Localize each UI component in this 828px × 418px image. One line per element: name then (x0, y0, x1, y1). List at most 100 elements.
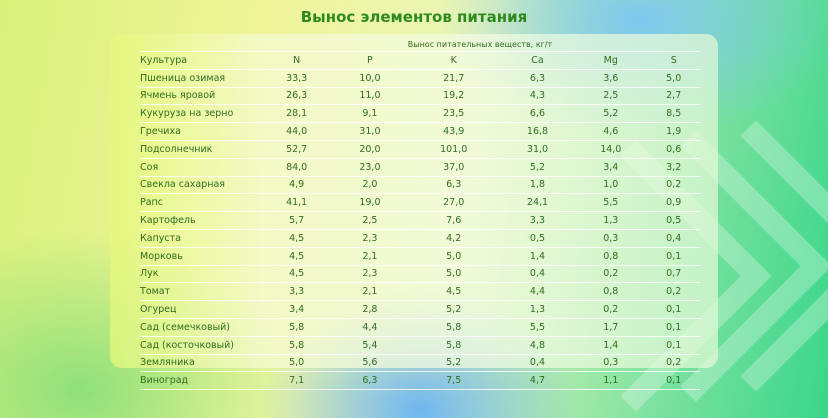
nutrient-value: 4,8 (500, 336, 575, 355)
nutrient-value: 6,3 (500, 69, 575, 88)
nutrient-value: 27,0 (406, 193, 501, 213)
table-row: Огурец 3,4 2,8 5,2 1,3 0,2 0,1 (140, 300, 700, 319)
nutrient-value: 5,2 (574, 104, 648, 124)
table-row: Пшеница озимая 33,3 10,0 21,7 6,3 3,6 5,0 (140, 69, 700, 88)
crop-name: Земляника (140, 354, 260, 373)
nutrient-value: 0,5 (647, 211, 700, 230)
nutrient-value: 6,3 (406, 176, 501, 195)
nutrient-value: 5,2 (406, 354, 501, 373)
nutrient-value: 0,1 (647, 336, 700, 355)
nutrient-value: 0,8 (574, 247, 648, 266)
nutrient-value: 2,1 (333, 282, 407, 302)
nutrient-value: 3,4 (260, 300, 334, 319)
nutrient-value: 7,6 (406, 211, 501, 230)
table-row: Виноград 7,1 6,3 7,5 4,7 1,1 0,1 (140, 371, 700, 391)
nutrient-value: 5,5 (500, 318, 575, 337)
nutrient-value: 4,5 (406, 282, 501, 302)
group-header: Вынос питательных веществ, кг/т (260, 37, 700, 52)
column-header: Ca (500, 51, 575, 70)
nutrient-value: 5,4 (333, 336, 407, 355)
nutrient-value: 24,1 (500, 193, 575, 213)
table-row: Свекла сахарная 4,9 2,0 6,3 1,8 1,0 0,2 (140, 176, 700, 195)
nutrient-value: 20,0 (333, 140, 407, 159)
nutrient-value: 0,3 (574, 229, 648, 248)
nutrient-value: 1,1 (574, 371, 648, 391)
table-row: Капуста 4,5 2,3 4,2 0,5 0,3 0,4 (140, 229, 700, 248)
crop-name: Виноград (140, 371, 260, 391)
nutrient-value: 5,8 (260, 336, 334, 355)
nutrient-value: 0,1 (647, 247, 700, 266)
nutrient-value: 2,1 (333, 247, 407, 266)
nutrient-value: 41,1 (260, 193, 334, 213)
table-panel: Вынос питательных веществ, кг/т Культура… (110, 34, 718, 391)
nutrient-value: 3,3 (500, 211, 575, 230)
nutrient-value: 0,1 (647, 371, 700, 391)
nutrient-value: 9,1 (333, 104, 407, 124)
nutrient-value: 0,2 (574, 300, 648, 319)
nutrient-value: 3,6 (574, 69, 648, 88)
crop-name: Соя (140, 158, 260, 177)
nutrient-value: 4,4 (500, 282, 575, 302)
column-header: N (260, 51, 334, 70)
table-row: Сад (семечковый) 5,8 4,4 5,8 5,5 1,7 0,1 (140, 318, 700, 337)
nutrient-value: 4,2 (406, 229, 501, 248)
page-title: Вынос элементов питания (300, 8, 528, 26)
nutrient-value: 43,9 (406, 122, 501, 141)
crop-name: Капуста (140, 229, 260, 248)
crop-name: Лук (140, 265, 260, 284)
nutrient-value: 4,7 (500, 371, 575, 391)
nutrient-value: 0,2 (574, 265, 648, 284)
table-row: Подсолнечник 52,7 20,0 101,0 31,0 14,0 0,6 (140, 140, 700, 159)
crop-name: Гречиха (140, 122, 260, 141)
nutrient-value: 0,6 (647, 140, 700, 159)
table-row: Томат 3,3 2,1 4,5 4,4 0,8 0,2 (140, 282, 700, 302)
crop-name: Подсолнечник (140, 140, 260, 159)
nutrient-value: 4,3 (500, 87, 575, 106)
nutrient-value: 4,5 (260, 247, 334, 266)
nutrient-value: 23,5 (406, 104, 501, 124)
crop-name: Пшеница озимая (140, 69, 260, 88)
table-row: Лук 4,5 2,3 5,0 0,4 0,2 0,7 (140, 265, 700, 284)
nutrient-value: 1,3 (500, 300, 575, 319)
table-row: Ячмень яровой 26,3 11,0 19,2 4,3 2,5 2,7 (140, 87, 700, 106)
nutrient-value: 1,3 (574, 211, 648, 230)
nutrient-value: 5,5 (574, 193, 648, 213)
empty-header (140, 37, 260, 52)
nutrient-value: 7,1 (260, 371, 334, 391)
nutrient-value: 31,0 (333, 122, 407, 141)
nutrient-value: 4,6 (574, 122, 648, 141)
table-row: Сад (косточковый) 5,8 5,4 5,8 4,8 1,4 0,1 (140, 336, 700, 355)
nutrient-value: 31,0 (500, 140, 575, 159)
table-row: Земляника 5,0 5,6 5,2 0,4 0,3 0,2 (140, 354, 700, 373)
table-row: Морковь 4,5 2,1 5,0 1,4 0,8 0,1 (140, 247, 700, 266)
nutrient-value: 0,9 (647, 193, 700, 213)
nutrient-value: 1,4 (574, 336, 648, 355)
nutrient-value: 5,0 (647, 69, 700, 88)
nutrient-value: 21,7 (406, 69, 501, 88)
nutrient-value: 14,0 (574, 140, 648, 159)
crop-name: Кукуруза на зерно (140, 104, 260, 124)
nutrient-value: 5,2 (406, 300, 501, 319)
nutrient-value: 11,0 (333, 87, 407, 106)
nutrient-value: 4,5 (260, 265, 334, 284)
nutrient-value: 1,7 (574, 318, 648, 337)
nutrient-value: 2,7 (647, 87, 700, 106)
table-row: Соя 84,0 23,0 37,0 5,2 3,4 3,2 (140, 158, 700, 177)
crop-name: Огурец (140, 300, 260, 319)
nutrient-value: 5,0 (406, 265, 501, 284)
nutrient-value: 3,4 (574, 158, 648, 177)
nutrient-value: 0,2 (647, 282, 700, 302)
nutrient-value: 2,5 (333, 211, 407, 230)
nutrient-value: 2,3 (333, 265, 407, 284)
table-row: Рапс 41,1 19,0 27,0 24,1 5,5 0,9 (140, 193, 700, 213)
nutrient-value: 1,9 (647, 122, 700, 141)
nutrient-value: 0,5 (500, 229, 575, 248)
nutrient-value: 0,3 (574, 354, 648, 373)
nutrient-value: 5,8 (260, 318, 334, 337)
nutrient-value: 19,0 (333, 193, 407, 213)
nutrient-value: 4,4 (333, 318, 407, 337)
nutrient-value: 101,0 (406, 140, 501, 159)
column-header-row: Культура N P K Ca Mg S (140, 51, 700, 70)
nutrient-value: 7,5 (406, 371, 501, 391)
nutrient-value: 5,0 (406, 247, 501, 266)
